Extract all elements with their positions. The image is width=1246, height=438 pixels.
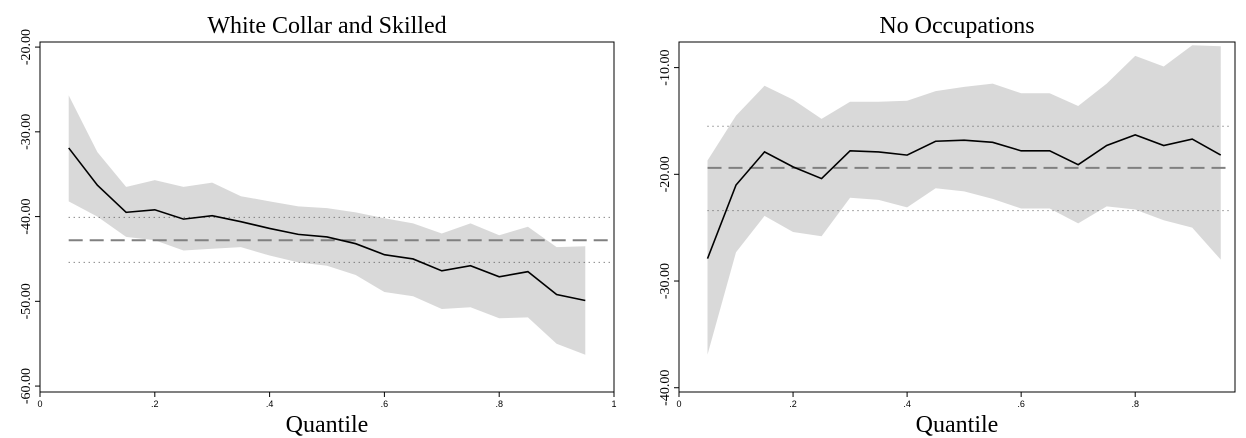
x-axis-label: Quantile (286, 412, 369, 438)
x-tick-label: .8 (1131, 399, 1139, 409)
x-tick-label: .6 (381, 399, 389, 409)
y-tick-label: -20.00 (19, 29, 34, 65)
estimate-line (706, 133, 1222, 259)
confidence-band (707, 45, 1221, 355)
y-tick-label: -50.00 (19, 283, 34, 319)
estimate-line (68, 147, 586, 302)
x-tick-label: .4 (266, 399, 274, 409)
y-tick-label: -40.00 (658, 370, 673, 406)
chart-panel: -10.00 -20.00 -30.00 -40.00 0 .2 .4 .6 .8 No Occu… (658, 13, 1236, 438)
y-tick-label: -40.00 (19, 198, 34, 234)
y-tick-label: -60.00 (19, 368, 34, 404)
chart-title: White Collar and Skilled (207, 13, 446, 39)
y-tick-label: -20.00 (658, 156, 673, 192)
y-tick-label: -30.00 (19, 114, 34, 150)
x-tick-label: .2 (151, 399, 159, 409)
x-tick-label: 0 (37, 399, 42, 409)
x-tick-label: .4 (903, 399, 911, 409)
x-tick-label: 1 (611, 399, 616, 409)
chart-panel: -20.00 -30.00 -40.00 -50.00 -60.00 0 .2 .4 .6 .8 1… (19, 13, 617, 438)
y-tick-label: -30.00 (658, 263, 673, 299)
x-tick-label: .2 (789, 399, 797, 409)
x-tick-label: .6 (1017, 399, 1025, 409)
x-axis-label: Quantile (916, 412, 999, 438)
x-tick-label: .8 (495, 399, 503, 409)
plot-frame (678, 41, 1236, 393)
x-tick-label: 0 (676, 399, 681, 409)
chart-title: No Occupations (879, 13, 1034, 39)
confidence-band (68, 95, 586, 355)
y-tick-label: -10.00 (658, 50, 673, 86)
